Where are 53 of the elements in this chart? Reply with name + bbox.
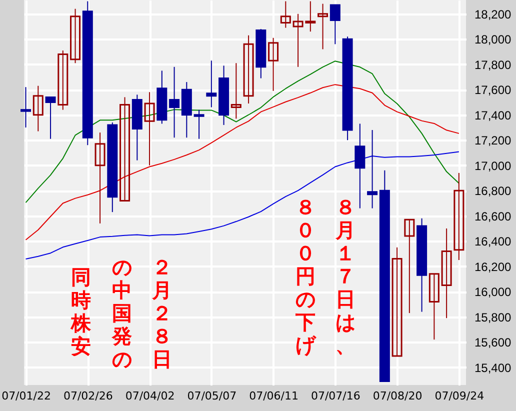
candlestick [206, 60, 217, 108]
x-tick-label: 07/08/20 [372, 390, 422, 402]
annotation: ８月１７日は、 [334, 195, 356, 357]
line-series [25, 84, 460, 240]
y-tick-label: 15,800 [474, 310, 512, 324]
annotation: の中国発の [110, 255, 132, 371]
y-tick-label: 18,000 [474, 32, 512, 47]
x-tick-label: 07/09/24 [434, 390, 484, 402]
y-tick-label: 16,400 [474, 234, 512, 249]
candlestick [318, 3, 328, 50]
candlestick [120, 96, 130, 202]
candlestick [392, 246, 402, 357]
candlestick [194, 109, 204, 140]
annotation: 同時株安 [70, 265, 92, 358]
y-tick-label: 16,200 [474, 260, 512, 274]
y-tick-label: 17,200 [474, 134, 512, 148]
candlestick [20, 86, 32, 128]
candlestick [354, 123, 366, 209]
candlestick [280, 0, 291, 28]
candlestick [58, 50, 68, 110]
candlestick [94, 132, 106, 224]
x-tick-label: 07/02/26 [63, 390, 113, 402]
annotation: ８００円の下げ [294, 195, 316, 357]
candlestick [367, 130, 378, 209]
y-tick-label: 16,800 [474, 184, 512, 198]
candlestick [169, 66, 180, 138]
x-tick-label: 07/07/16 [310, 390, 360, 402]
y-tick-label: 15,400 [474, 360, 512, 375]
y-tick-label: 17,800 [474, 58, 512, 72]
candlestick [144, 92, 155, 166]
candlestick [32, 85, 44, 132]
candlestick [230, 62, 242, 120]
y-tick-label: 17,600 [474, 83, 512, 98]
y-tick-label: 18,200 [474, 7, 512, 22]
x-tick-label: 07/04/02 [125, 390, 175, 402]
candlestick [404, 218, 415, 314]
candlestick [70, 8, 81, 64]
candlestick [330, 4, 340, 45]
y-tick-label: 16,000 [474, 285, 512, 300]
candlestick [268, 37, 279, 92]
candlestick [441, 228, 452, 319]
annotation: ２月２８日 [150, 255, 172, 371]
x-tick-label: 07/01/22 [2, 390, 51, 402]
candlestick [243, 34, 254, 104]
y-tick-label: 15,600 [474, 336, 512, 350]
x-tick-label: 07/06/11 [249, 390, 298, 402]
y-tick-label: 17,000 [474, 158, 512, 173]
y-tick-label: 16,600 [474, 209, 512, 224]
candlestick [428, 273, 440, 340]
candlestick [45, 96, 56, 140]
y-tick-label: 17,400 [474, 108, 512, 122]
candlestick [454, 172, 464, 261]
x-tick-label: 07/05/07 [187, 390, 237, 402]
